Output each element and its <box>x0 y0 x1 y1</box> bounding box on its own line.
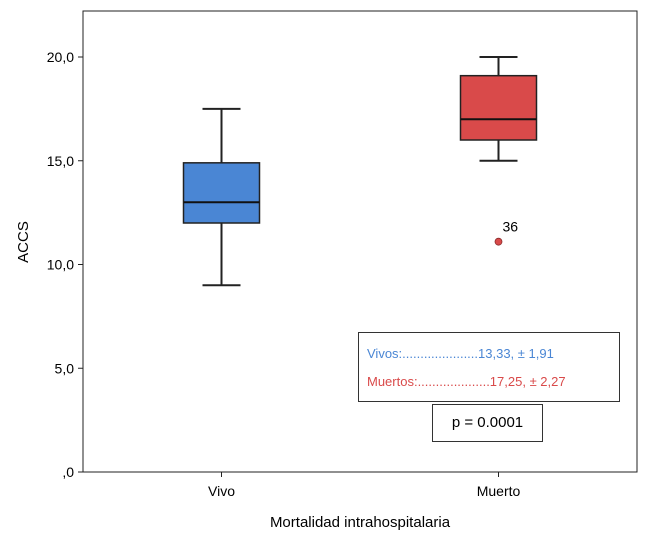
legend-vivos-text: Vivos:.....................13,33, ± 1,91 <box>367 346 554 361</box>
y-tick-label-0: ,0 <box>62 464 74 480</box>
box-muerto <box>459 74 538 141</box>
y-tick-label-1: 5,0 <box>55 360 75 376</box>
y-tick-label-3: 15,0 <box>47 153 74 169</box>
y-tick-label-2: 10,0 <box>47 257 74 273</box>
y-axis-label: ACCS <box>15 221 32 263</box>
p-value-box: p = 0.0001 <box>432 404 543 442</box>
box-vivo <box>182 162 261 224</box>
y-tick-label-4: 20,0 <box>47 49 74 65</box>
plot-area-frame <box>82 10 638 473</box>
p-value-text: p = 0.0001 <box>451 414 524 431</box>
outlier-point-1-0 <box>494 237 503 246</box>
x-tick-label-0: Vivo <box>208 483 235 499</box>
outlier-label-1-0: 36 <box>503 219 519 235</box>
x-tick-label-1: Muerto <box>477 483 521 499</box>
x-axis-label: Mortalidad intrahospitalaria <box>270 514 451 531</box>
legend-box: Vivos:.....................13,33, ± 1,91… <box>358 332 620 402</box>
legend-muertos-text: Muertos:....................17,25, ± 2,2… <box>367 374 566 389</box>
